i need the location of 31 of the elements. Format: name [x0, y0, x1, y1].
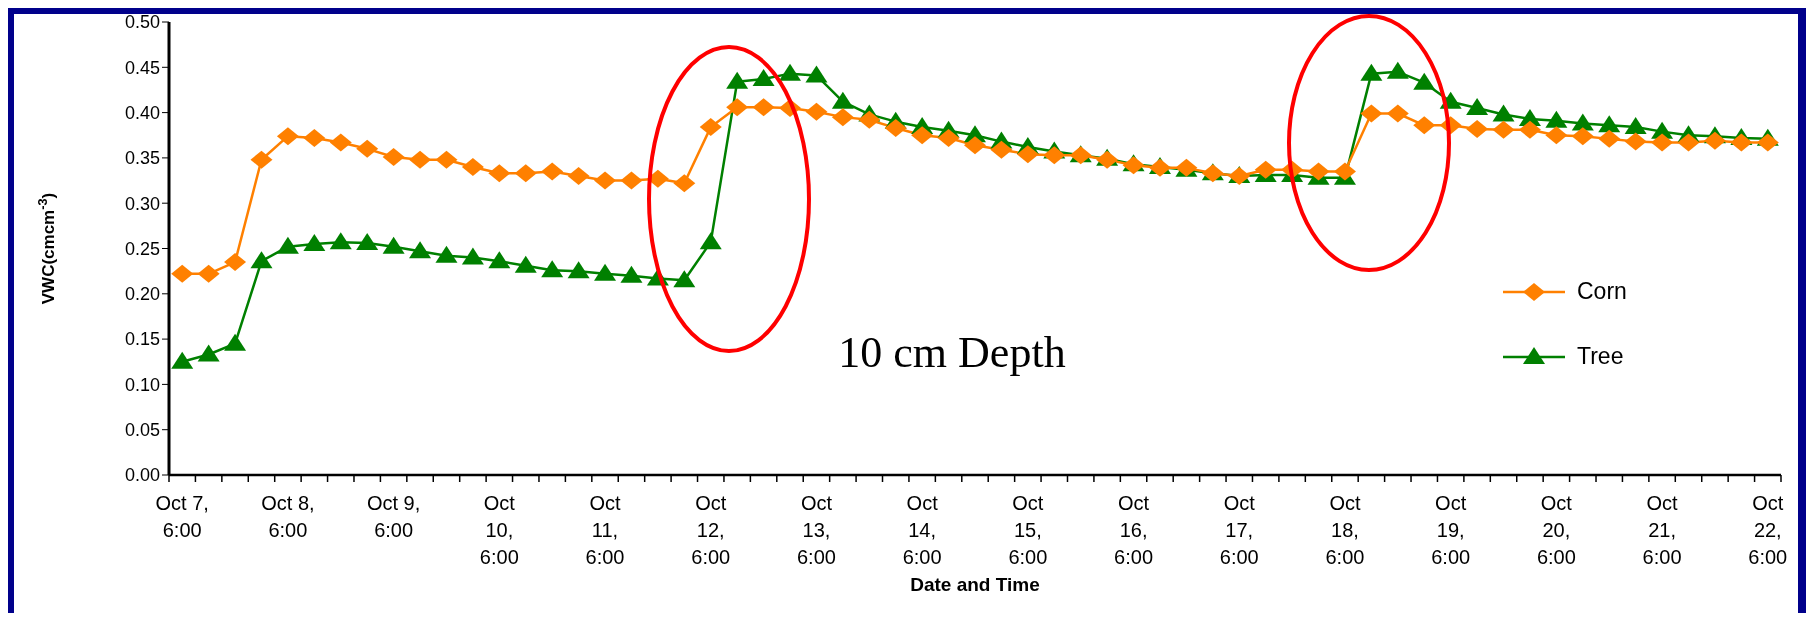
- x-tick-label: Oct 15, 6:00: [1008, 492, 1048, 568]
- x-tick-label: Oct 16, 6:00: [1114, 492, 1154, 568]
- y-tick-label: 0.15: [124, 329, 160, 350]
- x-tick-label: Oct 22, 6:00: [1748, 492, 1788, 568]
- legend-label: Corn: [1577, 278, 1627, 305]
- x-tick-label: Oct 17, 6:00: [1219, 492, 1259, 568]
- x-tick-label: Oct 7, 6:00: [155, 492, 209, 541]
- x-tick-label: Oct 11, 6:00: [585, 492, 625, 568]
- x-tick-label: Oct 19, 6:00: [1431, 492, 1471, 568]
- x-tick-label: Oct 10, 6:00: [479, 492, 519, 568]
- y-tick-label: 0.50: [124, 12, 160, 33]
- y-tick-label: 0.30: [124, 193, 160, 214]
- x-tick-label: Oct 13, 6:00: [796, 492, 836, 568]
- y-tick-label: 0.00: [124, 465, 160, 486]
- y-tick-label: 0.20: [124, 284, 160, 305]
- x-tick-label: Oct 20, 6:00: [1536, 492, 1576, 568]
- x-tick-label: Oct 21, 6:00: [1642, 492, 1682, 568]
- x-tick-label: Oct 18, 6:00: [1325, 492, 1365, 568]
- y-tick-label: 0.25: [124, 238, 160, 259]
- x-tick-label: Oct 9, 6:00: [366, 492, 421, 541]
- x-tick-label: Oct 12, 6:00: [691, 492, 731, 568]
- x-tick-label: Oct 8, 6:00: [261, 492, 315, 541]
- y-tick-label: 0.10: [124, 374, 160, 395]
- y-tick-label: 0.35: [124, 148, 160, 169]
- y-tick-label: 0.05: [124, 420, 160, 441]
- y-tick-label: 0.45: [124, 57, 160, 78]
- y-tick-label: 0.40: [124, 102, 160, 123]
- x-tick-label: Oct 14, 6:00: [902, 492, 942, 568]
- annotation: 10 cm Depth: [838, 328, 1066, 377]
- legend-label: Tree: [1577, 343, 1624, 370]
- x-axis-title: Date and Time: [910, 574, 1040, 595]
